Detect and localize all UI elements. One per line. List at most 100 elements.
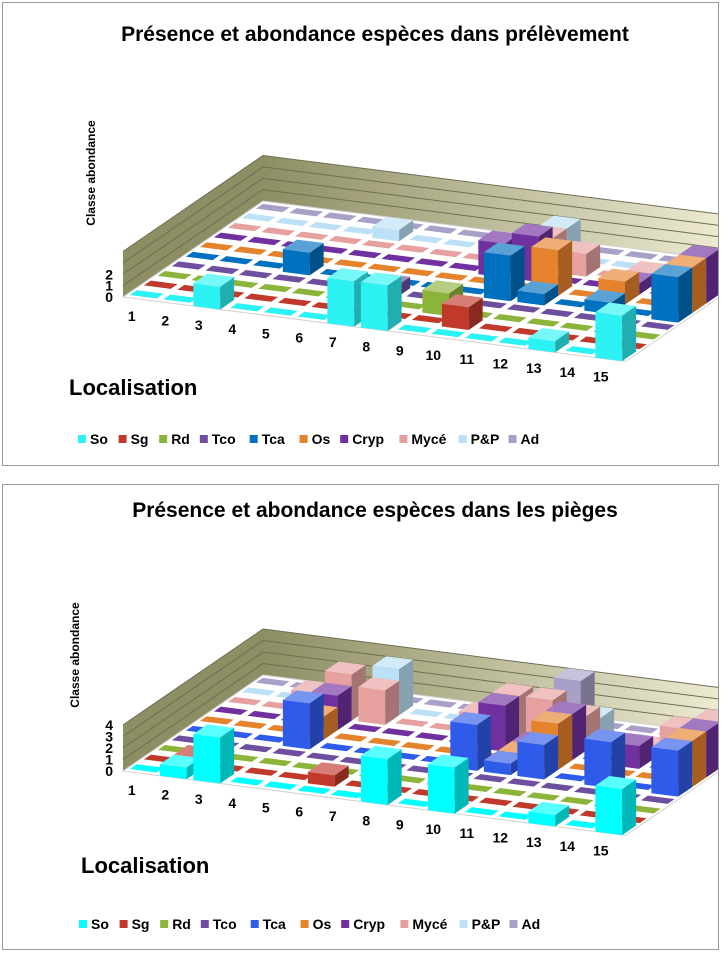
bar bbox=[244, 293, 279, 302]
x-tick-label: 2 bbox=[161, 312, 169, 328]
bar bbox=[526, 792, 561, 801]
bar-side bbox=[639, 736, 654, 769]
bar-side bbox=[611, 732, 626, 789]
legend-label: Cryp bbox=[353, 916, 385, 932]
bar-top bbox=[441, 294, 483, 308]
bar-top bbox=[372, 216, 414, 230]
bar-top bbox=[528, 328, 570, 342]
bar-top bbox=[539, 215, 581, 229]
bar-side bbox=[510, 246, 525, 302]
legend-swatch bbox=[118, 435, 127, 443]
legend-item: Os bbox=[299, 431, 330, 447]
legend-swatch bbox=[509, 920, 518, 928]
bar bbox=[361, 240, 396, 249]
bar bbox=[347, 249, 382, 259]
y-axis-label: Classe abondance bbox=[68, 602, 82, 708]
bar bbox=[297, 785, 332, 794]
bar bbox=[492, 788, 527, 797]
bar-top bbox=[598, 268, 640, 282]
chart-title: Présence et abondance espèces dans les p… bbox=[132, 499, 618, 522]
bar-side bbox=[678, 267, 693, 323]
legend-item: P&P bbox=[458, 431, 499, 447]
legend-swatch bbox=[459, 920, 468, 928]
bar bbox=[143, 280, 178, 289]
bar bbox=[247, 236, 282, 246]
x-tick-label: 4 bbox=[228, 795, 236, 811]
bar-top bbox=[193, 724, 235, 738]
bar bbox=[526, 318, 561, 327]
bar-top bbox=[679, 244, 718, 258]
bar bbox=[441, 294, 483, 330]
chart-pieges: Présence et abondance espèces dans les p… bbox=[68, 499, 718, 932]
bar-top bbox=[553, 668, 595, 682]
bar-side bbox=[309, 693, 324, 750]
bar bbox=[319, 743, 354, 752]
bar bbox=[409, 708, 444, 718]
bar-top bbox=[360, 272, 402, 286]
legend-label: Os bbox=[313, 916, 332, 932]
bar bbox=[492, 314, 527, 323]
bar-front bbox=[517, 741, 545, 780]
bar bbox=[328, 235, 363, 245]
bar-top bbox=[595, 302, 637, 316]
bar-side bbox=[639, 273, 654, 295]
gridline bbox=[122, 154, 718, 252]
legend-item: Sg bbox=[119, 916, 149, 932]
bar bbox=[540, 308, 575, 317]
gridline bbox=[122, 189, 718, 287]
gridline bbox=[122, 639, 718, 737]
bar-side bbox=[337, 686, 352, 731]
bar bbox=[307, 762, 349, 787]
bar-top bbox=[422, 280, 464, 294]
x-axis-label: Localisation bbox=[69, 375, 197, 400]
bar bbox=[305, 752, 340, 761]
x-tick-label: 4 bbox=[228, 321, 236, 337]
legend-label: Tco bbox=[213, 916, 237, 932]
legend-swatch bbox=[159, 435, 168, 443]
bar bbox=[400, 268, 435, 277]
legend-label: Rd bbox=[171, 431, 190, 447]
legend-item: So bbox=[79, 916, 109, 932]
bar bbox=[434, 272, 469, 281]
bar-top bbox=[693, 708, 718, 722]
legend-swatch bbox=[249, 435, 258, 443]
bar bbox=[252, 734, 287, 743]
bar-top bbox=[492, 683, 534, 697]
legend-label: Rd bbox=[172, 916, 191, 932]
legend-label: Mycé bbox=[412, 916, 447, 932]
bar bbox=[448, 262, 483, 271]
bar bbox=[322, 212, 357, 221]
gridline bbox=[122, 177, 718, 275]
chart-panel-prelevement: Présence et abondance espèces dans prélè… bbox=[2, 2, 719, 466]
bar bbox=[360, 745, 402, 805]
bar-front bbox=[441, 303, 469, 330]
bar bbox=[289, 208, 324, 217]
bar bbox=[263, 781, 298, 790]
bar-top bbox=[372, 656, 414, 670]
x-tick-label: 10 bbox=[425, 347, 441, 363]
legend-item: Cryp bbox=[341, 916, 385, 932]
bar-side bbox=[387, 749, 402, 805]
bar bbox=[241, 687, 276, 696]
bar bbox=[640, 321, 675, 330]
x-tick-label: 9 bbox=[396, 817, 404, 833]
bar-side bbox=[220, 727, 235, 784]
legend-item: Ad bbox=[508, 431, 539, 447]
legend-swatch bbox=[199, 435, 208, 443]
bar bbox=[427, 754, 469, 814]
bar bbox=[478, 797, 513, 806]
legend-swatch bbox=[200, 920, 209, 928]
bar-top bbox=[159, 754, 201, 768]
x-tick-label: 1 bbox=[128, 308, 136, 324]
bar bbox=[272, 748, 307, 757]
bar-front bbox=[360, 755, 388, 805]
legend-item: Rd bbox=[159, 431, 190, 447]
bar-side bbox=[692, 731, 707, 788]
bar bbox=[258, 757, 293, 767]
bar bbox=[381, 254, 416, 263]
x-tick-label: 5 bbox=[262, 799, 270, 815]
bar-side bbox=[625, 272, 640, 305]
bar-front bbox=[651, 273, 679, 323]
bar bbox=[414, 258, 449, 267]
bar bbox=[400, 742, 435, 751]
